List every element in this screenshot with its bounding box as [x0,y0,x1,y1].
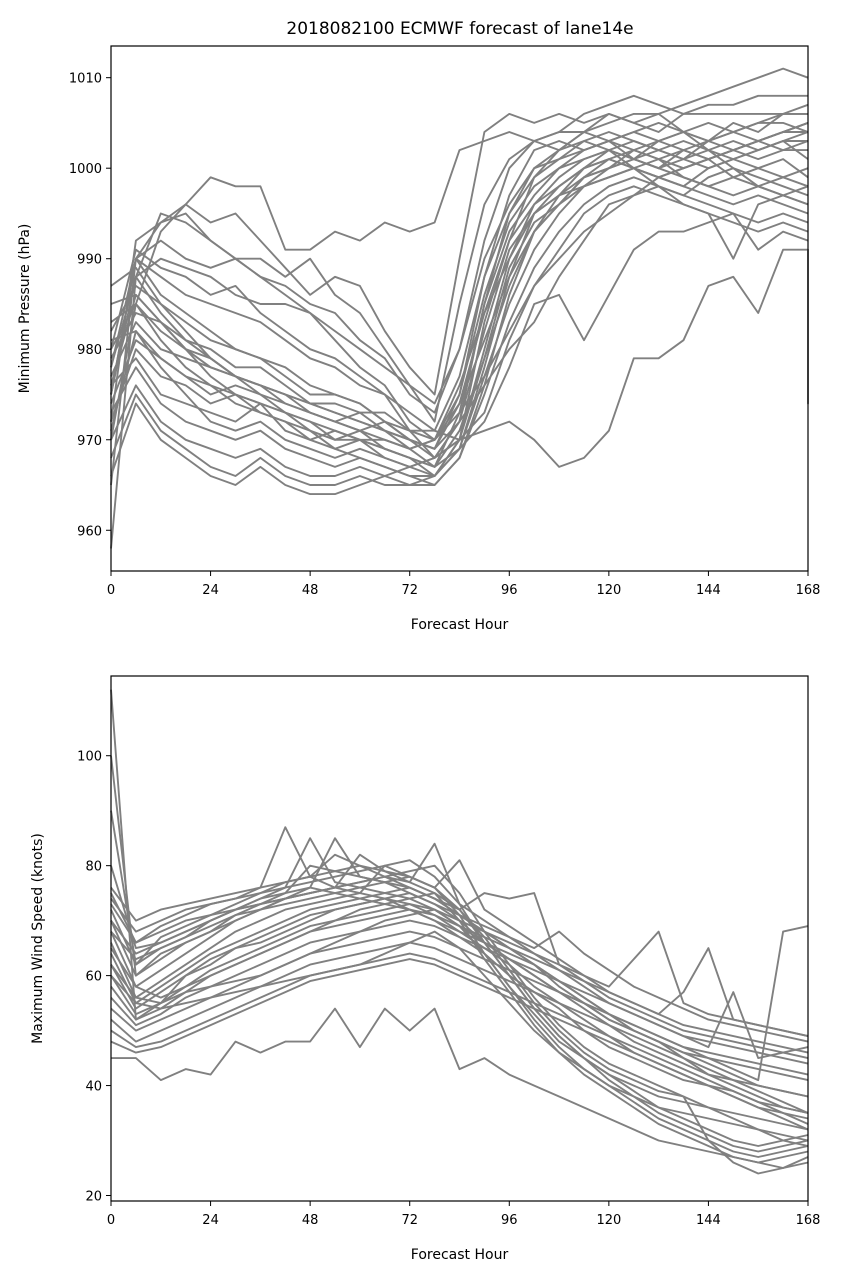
pressure-y-tick-label: 960 [77,524,102,539]
pressure-y-ticks: 960 970 980 990 1000 1010 [69,72,111,539]
wind-y-tick-label: 40 [85,1080,102,1095]
wind-series-line-20 [110,930,809,1142]
pressure-y-tick-label: 990 [77,253,102,268]
wind-series-line-27 [110,864,809,1147]
wind-series-line-21 [110,908,809,1131]
pressure-series-layer [110,67,809,549]
wind-series-line-25 [110,875,809,1158]
wind-x-tick-label: 72 [401,1213,418,1228]
pressure-x-ticks: 0 24 48 72 96 120 144 168 [107,571,821,598]
wind-x-tick-label: 24 [202,1213,219,1228]
pressure-y-tick-label: 970 [77,434,102,449]
wind-plot: 0 24 48 72 96 120 144 168 20 40 60 80 100 Forecast … [30,675,821,1263]
pressure-series-line-23 [110,212,809,468]
wind-y-tick-label: 80 [85,860,102,875]
wind-series-line-23 [110,864,809,1175]
pressure-x-tick-label: 48 [302,583,319,598]
pressure-series-line-2 [110,94,808,486]
wind-y-tick-label: 100 [77,750,102,765]
pressure-y-tick-label: 980 [77,343,102,358]
wind-series-line-8 [110,842,809,1065]
pressure-series-line-3 [110,94,808,440]
pressure-series-line-25 [110,122,809,441]
pressure-x-tick-label: 72 [401,583,418,598]
wind-x-tick-label: 120 [596,1213,621,1228]
wind-y-ticks: 20 40 60 80 100 [77,750,111,1205]
wind-series-line-24 [110,859,809,1153]
pressure-series-line-27 [110,140,808,450]
wind-x-ticks: 0 24 48 72 96 120 144 168 [107,1201,821,1228]
wind-series-line-16 [110,941,809,1114]
pressure-series-line-26 [110,131,808,450]
wind-x-tick-label: 0 [107,1213,115,1228]
pressure-x-tick-label: 168 [796,583,821,598]
wind-x-tick-label: 144 [696,1213,721,1228]
wind-y-tick-label: 60 [85,970,102,985]
wind-x-tick-label: 96 [501,1213,518,1228]
pressure-x-tick-label: 24 [202,583,219,598]
pressure-x-tick-label: 144 [696,583,721,598]
wind-y-tick-label: 20 [85,1190,102,1205]
pressure-x-tick-label: 96 [501,583,518,598]
pressure-plot: 0 24 48 72 96 120 144 168 96097098099010001010 … [17,45,821,633]
pressure-x-tick-label: 120 [596,583,621,598]
wind-series-line-1 [110,689,809,1114]
pressure-plot-frame [110,45,809,572]
pressure-y-tick-label: 1010 [69,72,102,87]
pressure-x-axis-label: Forecast Hour [411,617,509,633]
pressure-y-tick-label: 1000 [69,162,102,177]
wind-x-tick-label: 168 [796,1213,821,1228]
wind-x-tick-label: 48 [302,1213,319,1228]
wind-series-line-26 [110,875,809,1164]
wind-series-line-18 [110,958,809,1131]
wind-series-line-14 [110,919,809,1060]
pressure-x-tick-label: 0 [107,583,115,598]
wind-series-line-17 [110,952,809,1125]
chart-title: 2018082100 ECMWF forecast of lane14e [286,19,633,39]
pressure-series-line-20 [110,176,809,486]
pressure-series-line-5 [110,112,808,414]
wind-series-line-9 [110,859,809,1054]
wind-x-axis-label: Forecast Hour [411,1247,509,1263]
wind-series-layer [110,689,809,1175]
wind-plot-frame [110,675,809,1202]
wind-series-line-19 [111,1007,809,1169]
pressure-series-line-22 [110,248,809,468]
wind-y-axis-label: Maximum Wind Speed (knots) [30,833,46,1044]
pressure-series-line-8 [110,121,809,459]
pressure-y-axis-label: Minimum Pressure (hPa) [17,224,33,394]
